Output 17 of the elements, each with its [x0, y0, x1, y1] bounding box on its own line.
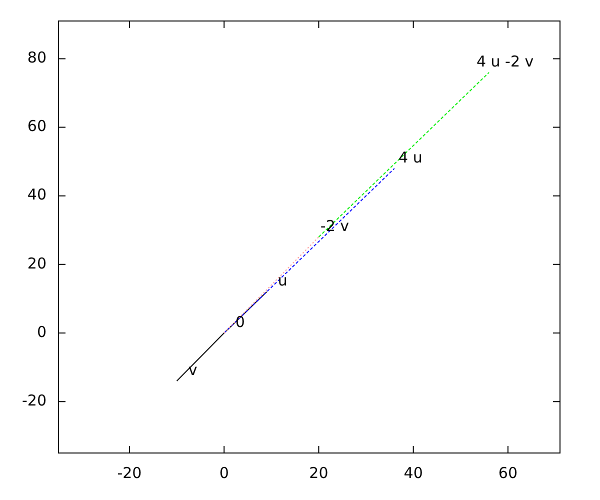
annotation: 0	[235, 312, 245, 331]
x-tick-label: -20	[117, 464, 142, 482]
y-tick-label: 60	[27, 117, 46, 136]
y-tick-label: -20	[22, 391, 46, 410]
annotation: u	[278, 272, 288, 290]
y-tick-label: 0	[36, 322, 46, 341]
x-tick-label: 60	[498, 464, 518, 482]
annotation: -2 v	[320, 216, 350, 235]
x-tick-label: 0	[219, 464, 229, 482]
y-tick-label: 80	[27, 48, 46, 67]
annotation: 4 u	[398, 148, 422, 166]
annotation: 4 u -2 v	[476, 52, 534, 70]
x-tick-label: 20	[309, 464, 328, 482]
annotation: v	[188, 360, 198, 379]
y-tick-label: 40	[27, 186, 46, 204]
y-tick-label: 20	[27, 254, 46, 272]
x-tick-label: 40	[404, 464, 423, 482]
